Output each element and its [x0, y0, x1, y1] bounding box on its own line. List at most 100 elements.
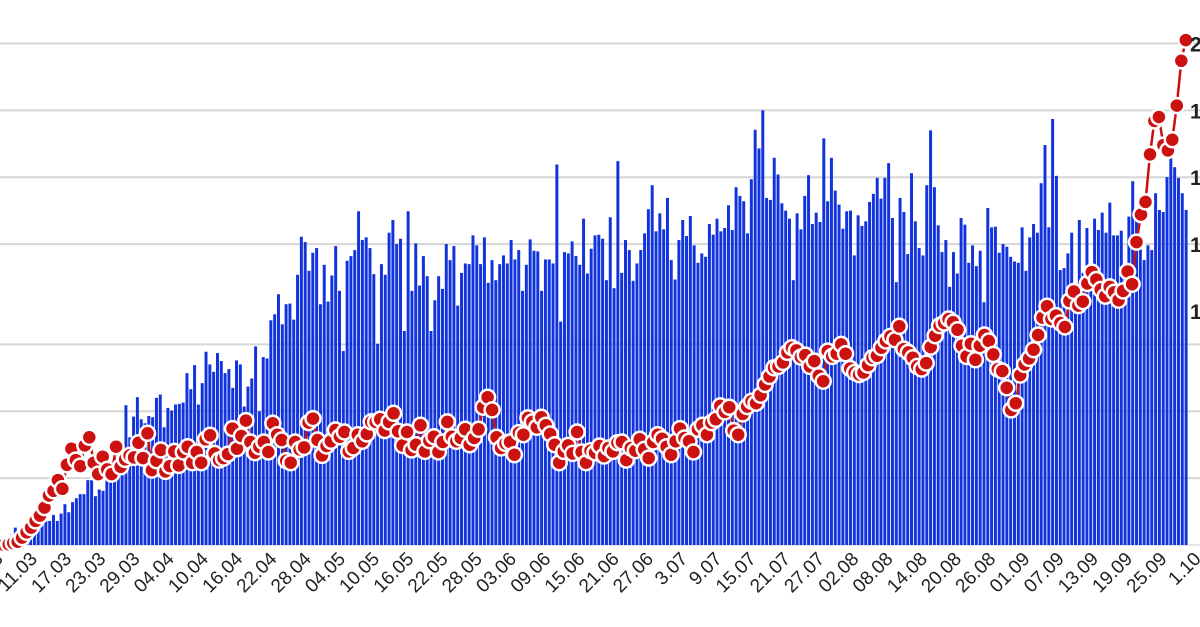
bar: [425, 276, 429, 545]
bar: [246, 386, 250, 545]
bar: [311, 252, 315, 545]
bar: [566, 253, 570, 546]
bar: [723, 228, 727, 545]
bar: [551, 263, 555, 545]
bar: [753, 129, 757, 545]
line-series: [0, 31, 1195, 554]
bar: [40, 524, 44, 545]
bar: [513, 259, 517, 545]
bar: [1169, 153, 1173, 546]
bar: [959, 217, 963, 546]
bar: [662, 229, 666, 545]
bar: [421, 256, 425, 545]
bar: [410, 290, 414, 546]
bar: [379, 264, 383, 546]
bar: [1100, 212, 1104, 545]
line-point: [1029, 326, 1047, 344]
bar: [559, 321, 563, 545]
bar: [563, 252, 566, 545]
bar: [650, 185, 654, 545]
line-point: [966, 351, 985, 369]
bar: [338, 290, 341, 546]
bar: [399, 238, 402, 545]
bar: [997, 252, 1001, 545]
bar: [501, 255, 505, 545]
y-tick-label: 1: [1190, 301, 1200, 324]
bar: [509, 240, 513, 546]
bar: [1047, 227, 1051, 545]
bar: [517, 250, 521, 545]
bar: [1138, 240, 1142, 546]
bar: [1161, 211, 1165, 545]
line-point: [993, 362, 1012, 380]
bar: [643, 233, 647, 546]
bar: [879, 198, 883, 545]
bar: [688, 215, 692, 546]
bar: [296, 274, 300, 545]
line-point: [814, 372, 832, 390]
bar-series: [2, 110, 1188, 546]
bar: [1032, 224, 1036, 545]
line-point: [384, 404, 403, 423]
bar: [608, 217, 612, 545]
bar: [704, 256, 708, 545]
bar: [406, 211, 410, 546]
bar: [677, 240, 681, 546]
bar: [353, 250, 357, 545]
bar: [601, 238, 605, 545]
bar: [177, 403, 181, 545]
line-point: [1024, 340, 1043, 359]
bar: [315, 248, 319, 545]
bar: [59, 513, 63, 545]
bar: [955, 273, 959, 545]
bar: [475, 245, 479, 545]
bar: [749, 179, 753, 545]
bar: [772, 157, 776, 546]
bar: [692, 245, 696, 545]
bar: [570, 241, 574, 545]
bar: [1112, 235, 1116, 545]
bar: [231, 387, 235, 545]
bar: [971, 245, 975, 545]
bar: [113, 458, 116, 545]
bar: [307, 270, 311, 545]
bar: [578, 264, 582, 545]
bar: [757, 148, 761, 545]
bar: [967, 262, 971, 545]
line-point: [1056, 318, 1074, 336]
line-point: [729, 425, 747, 444]
bar: [250, 378, 254, 545]
bar: [364, 237, 368, 546]
bar: [204, 351, 208, 545]
line-point: [469, 420, 488, 439]
bar: [1043, 145, 1047, 545]
line-point: [1177, 31, 1195, 49]
bar: [74, 498, 78, 545]
bar: [498, 264, 502, 546]
bar: [1066, 253, 1070, 546]
bar: [368, 248, 372, 545]
bar: [951, 252, 955, 545]
bar: [589, 248, 593, 546]
line-point: [1150, 108, 1168, 126]
line-point: [917, 354, 935, 372]
line-point: [1006, 394, 1025, 412]
bar: [376, 343, 380, 545]
line-point: [1127, 233, 1146, 251]
line-point: [259, 443, 278, 461]
bar: [1051, 119, 1055, 545]
bar: [982, 302, 986, 545]
line-point: [984, 345, 1003, 364]
bar: [1180, 193, 1184, 546]
bar: [864, 221, 868, 545]
bar: [97, 489, 101, 545]
bar: [360, 240, 364, 546]
line-point: [890, 317, 909, 336]
bar: [460, 272, 464, 545]
bar: [627, 250, 631, 545]
bar: [372, 274, 376, 545]
line-point: [1172, 52, 1191, 70]
bar: [673, 279, 677, 545]
bar: [71, 502, 75, 545]
